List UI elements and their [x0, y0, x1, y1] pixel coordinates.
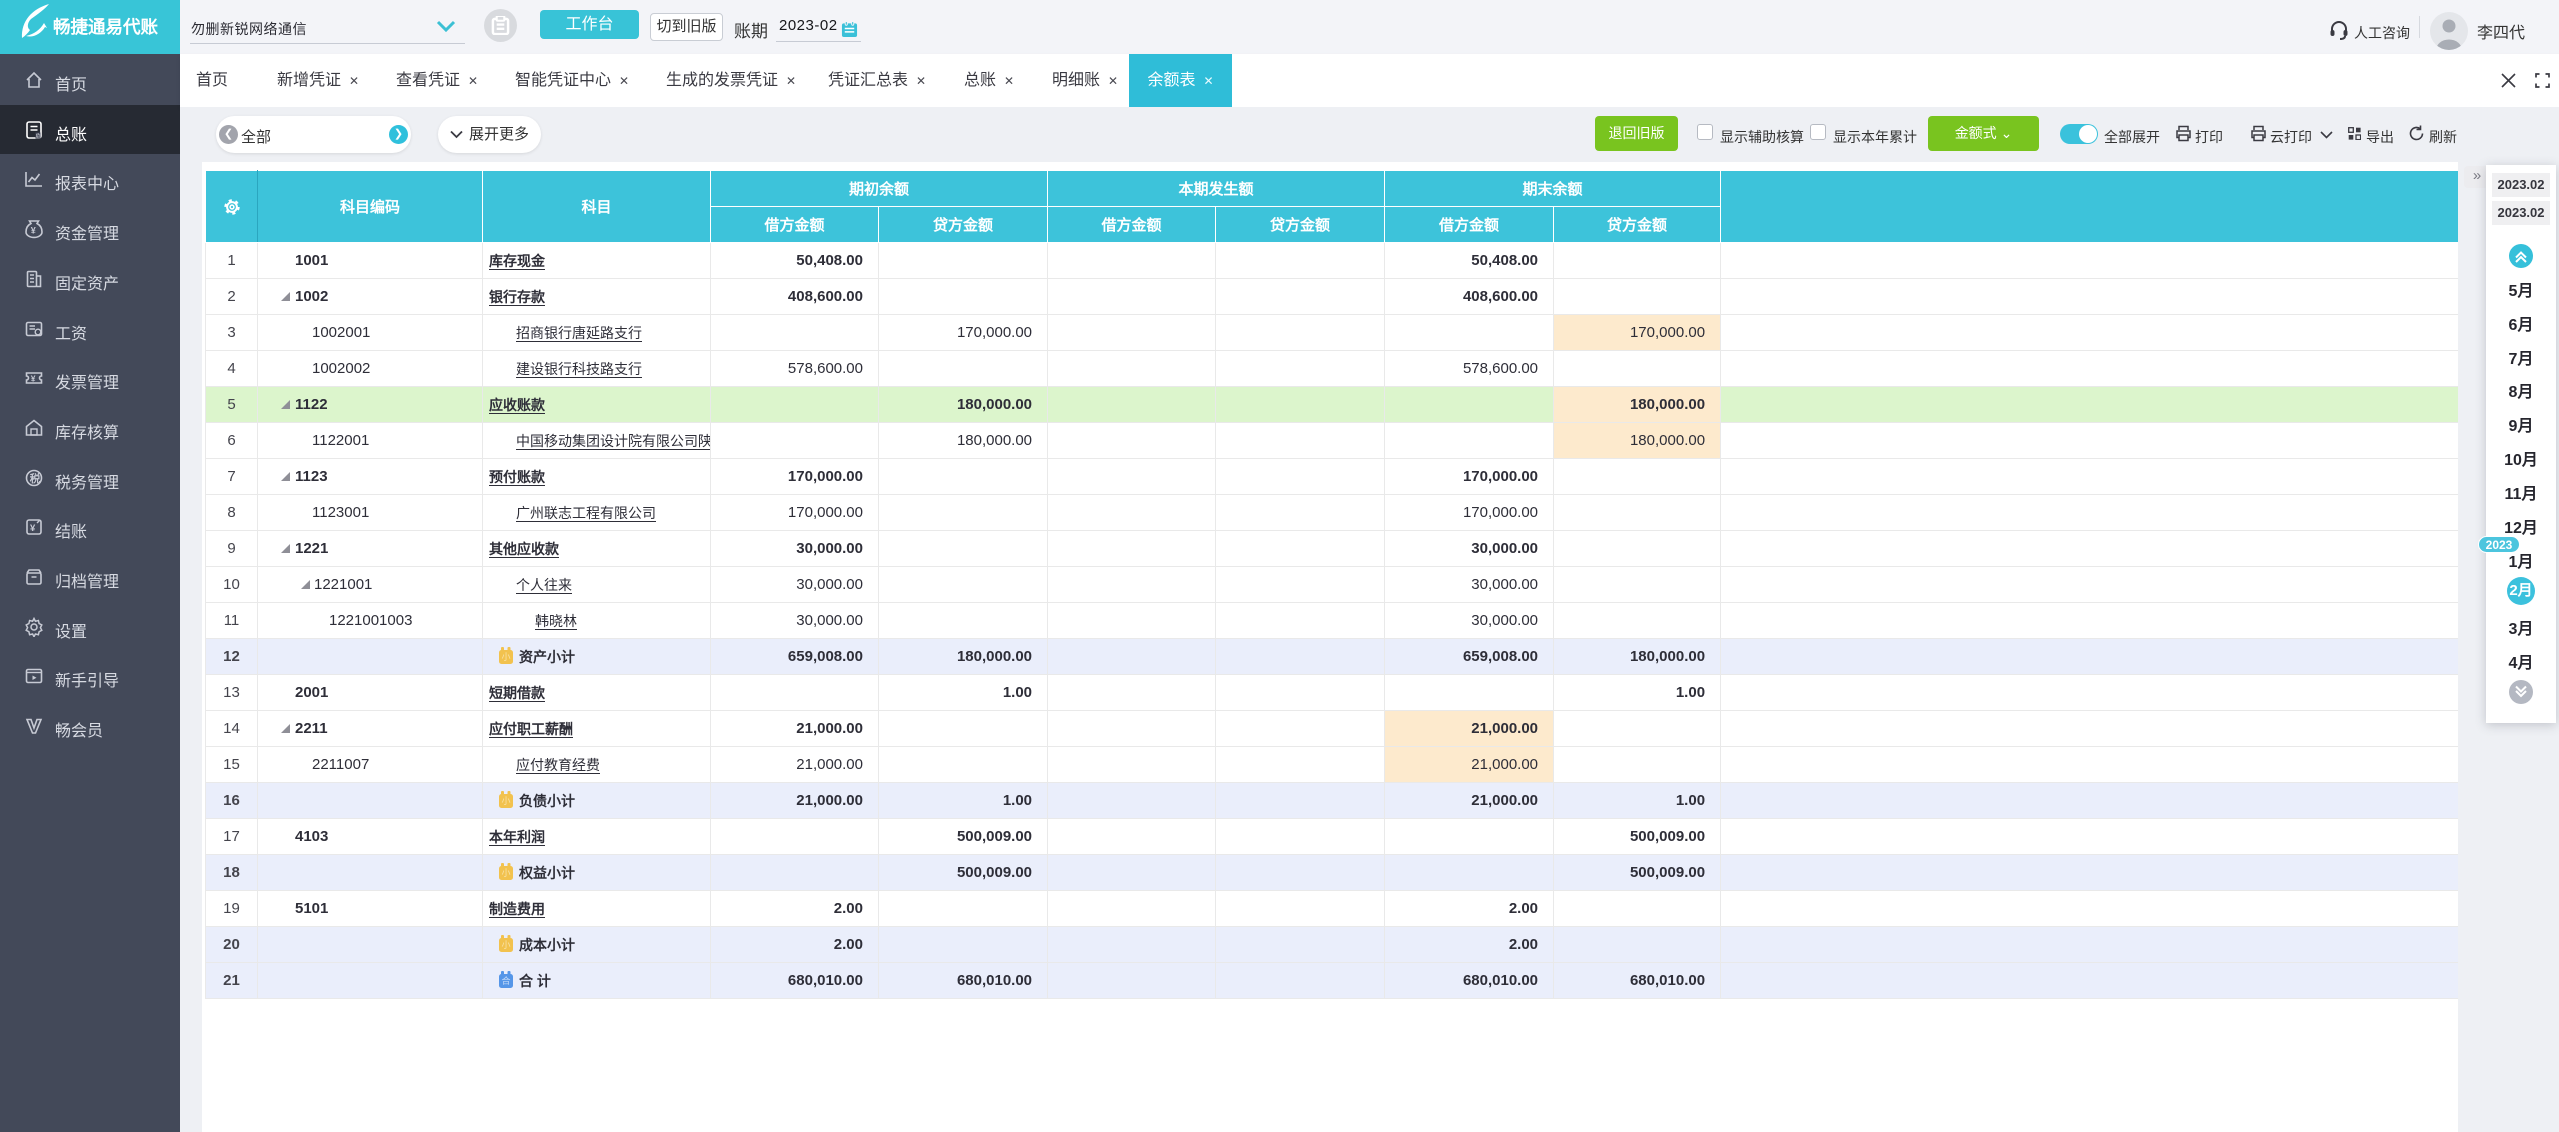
svg-text:¥: ¥ [31, 374, 36, 384]
svg-text:¥: ¥ [37, 133, 41, 139]
svg-text:¥: ¥ [30, 523, 36, 534]
svg-text:税: 税 [30, 471, 41, 484]
svg-text:¥: ¥ [31, 226, 36, 236]
